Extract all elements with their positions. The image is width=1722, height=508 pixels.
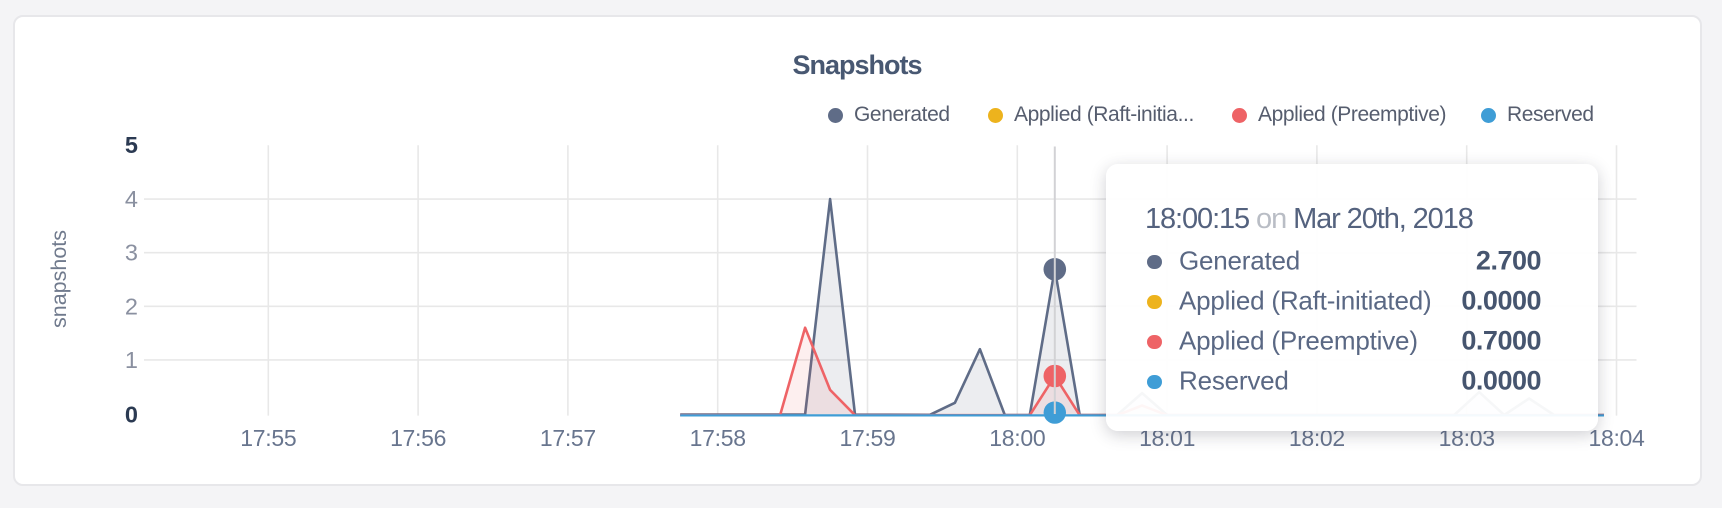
svg-text:5: 5 <box>125 132 138 158</box>
svg-text:18:00: 18:00 <box>989 425 1045 451</box>
svg-text:1: 1 <box>125 347 138 373</box>
svg-text:0: 0 <box>125 402 138 428</box>
svg-text:17:59: 17:59 <box>839 425 895 451</box>
svg-text:18:04: 18:04 <box>1588 425 1645 451</box>
svg-text:17:56: 17:56 <box>390 425 446 451</box>
svg-text:17:57: 17:57 <box>540 425 596 451</box>
svg-text:4: 4 <box>125 186 138 212</box>
svg-text:snapshots: snapshots <box>47 230 71 328</box>
svg-text:3: 3 <box>125 240 138 266</box>
svg-text:17:55: 17:55 <box>240 425 296 451</box>
svg-text:2: 2 <box>125 293 138 319</box>
svg-text:17:58: 17:58 <box>690 425 746 451</box>
